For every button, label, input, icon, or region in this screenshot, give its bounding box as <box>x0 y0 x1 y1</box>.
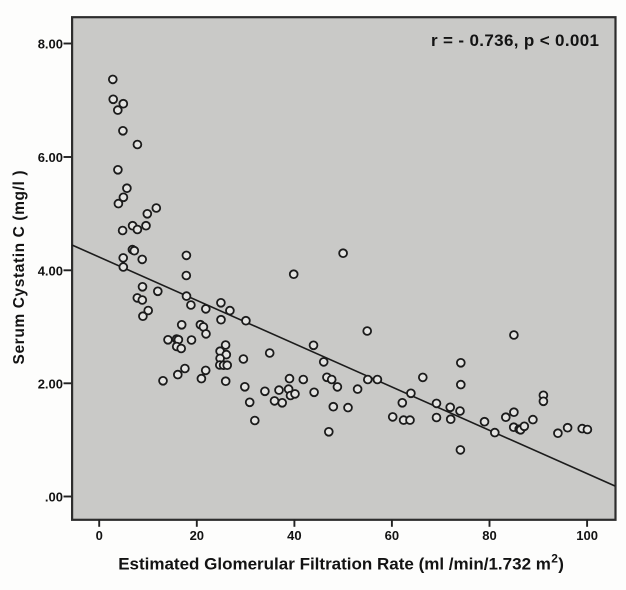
svg-text:.00: .00 <box>45 490 63 505</box>
svg-text:2.00: 2.00 <box>38 377 63 392</box>
svg-text:): ) <box>558 555 564 574</box>
svg-text:8.00: 8.00 <box>38 37 63 52</box>
svg-text:60: 60 <box>385 528 399 543</box>
svg-text:40: 40 <box>287 528 301 543</box>
svg-text:20: 20 <box>190 528 204 543</box>
svg-text:Estimated Glomerular Filtratio: Estimated Glomerular Filtration Rate (ml… <box>118 555 551 574</box>
svg-text:Serum Cystatin C (mg/l ): Serum Cystatin C (mg/l ) <box>11 171 28 365</box>
svg-text:80: 80 <box>482 528 496 543</box>
svg-text:6.00: 6.00 <box>38 150 63 165</box>
svg-text:r = - 0.736, p < 0.001: r = - 0.736, p < 0.001 <box>431 31 599 50</box>
svg-text:2: 2 <box>551 552 558 566</box>
svg-text:100: 100 <box>576 528 598 543</box>
svg-text:4.00: 4.00 <box>38 264 63 279</box>
svg-text:0: 0 <box>96 528 103 543</box>
